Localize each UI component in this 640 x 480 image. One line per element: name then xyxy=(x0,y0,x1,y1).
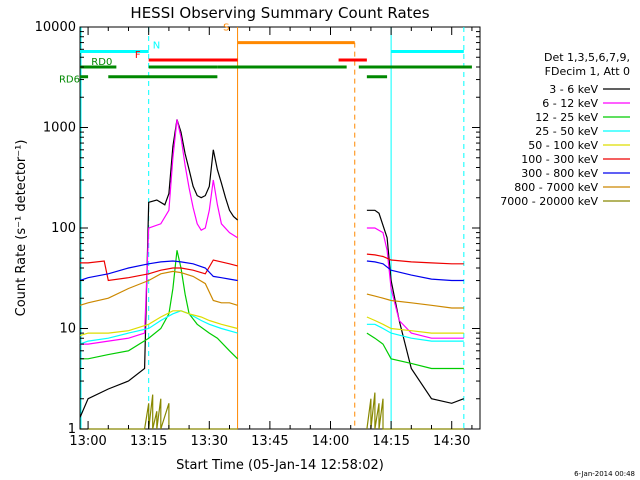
legend-entry-label: 3 - 6 keV xyxy=(549,83,598,96)
x-axis-label: Start Time (05-Jan-14 12:58:02) xyxy=(176,458,384,473)
series-line-7-after-gap xyxy=(366,260,464,282)
series-line-6-after-gap xyxy=(366,253,464,265)
series-line-6-before-gap xyxy=(80,259,238,282)
flag-label-n: N xyxy=(153,41,160,52)
series-line-2-before-gap xyxy=(80,119,238,345)
x-tick-label: 14:15 xyxy=(372,434,409,449)
legend-entry-label: 50 - 100 keV xyxy=(528,139,598,152)
series-line-3-before-gap xyxy=(80,250,239,360)
series-layer xyxy=(79,119,465,430)
y-axis-label: Count Rate (s⁻¹ detector⁻¹) xyxy=(14,140,29,317)
x-tick-label: 14:00 xyxy=(312,434,349,449)
x-tick-label: 13:30 xyxy=(191,434,228,449)
series-line-5-before-gap xyxy=(79,310,238,337)
flag-label-rd0: RD0 xyxy=(91,57,112,68)
legend-entry-label: 12 - 25 keV xyxy=(535,111,598,124)
legend-entry-label: 100 - 300 keV xyxy=(521,153,598,166)
legend-entry-label: 7000 - 20000 keV xyxy=(500,195,598,208)
timestamp: 6-Jan-2014 00:48 xyxy=(574,470,635,478)
series-line-8-before-gap xyxy=(79,270,238,306)
legend-entry-label: 300 - 800 keV xyxy=(521,167,598,180)
series-line-2-after-gap xyxy=(366,227,464,339)
series-line-7-before-gap xyxy=(79,260,238,282)
y-tick-label: 1000 xyxy=(43,121,76,136)
x-tick-label: 14:30 xyxy=(433,434,470,449)
y-tick-label: 10000 xyxy=(35,20,76,35)
x-tick-label: 13:45 xyxy=(251,434,288,449)
flag-label-s: S xyxy=(223,23,229,34)
chart-title: HESSI Observing Summary Count Rates xyxy=(130,4,429,22)
flag-label-rd6: RD6 xyxy=(59,75,80,86)
series-line-9-before-gap xyxy=(80,394,238,430)
series-line-9-after-gap xyxy=(366,392,464,430)
x-axis: 13:00 13:15 13:30 13:45 14:00 14:15 14:30 xyxy=(69,27,473,449)
legend-entry-label: 25 - 50 keV xyxy=(535,125,598,138)
legend-header-line: Det 1,3,5,6,7,9, xyxy=(544,51,630,64)
legend: Det 1,3,5,6,7,9,FDecim 1, Att 0 3 - 6 keV… xyxy=(500,51,630,208)
series-line-4-before-gap xyxy=(79,310,238,345)
x-tick-label: 13:15 xyxy=(130,434,167,449)
legend-entry-label: 6 - 12 keV xyxy=(542,97,598,110)
legend-header-line: FDecim 1, Att 0 xyxy=(545,65,630,78)
flag-bars: N F S RD0 RD6 xyxy=(59,23,472,86)
y-tick-label: 100 xyxy=(51,221,76,236)
series-line-3-after-gap xyxy=(366,332,464,370)
series-line-8-after-gap xyxy=(366,293,464,309)
y-tick-label: 1 xyxy=(68,422,76,437)
y-tick-label: 10 xyxy=(59,322,76,337)
flag-label-f: F xyxy=(135,50,141,61)
legend-entry-label: 800 - 7000 keV xyxy=(514,181,598,194)
series-line-5-after-gap xyxy=(366,316,464,334)
series-line-4-after-gap xyxy=(366,323,464,342)
x-tick-label: 13:00 xyxy=(69,434,106,449)
y-axis: 1 10 100 1000 10000 xyxy=(35,20,480,437)
